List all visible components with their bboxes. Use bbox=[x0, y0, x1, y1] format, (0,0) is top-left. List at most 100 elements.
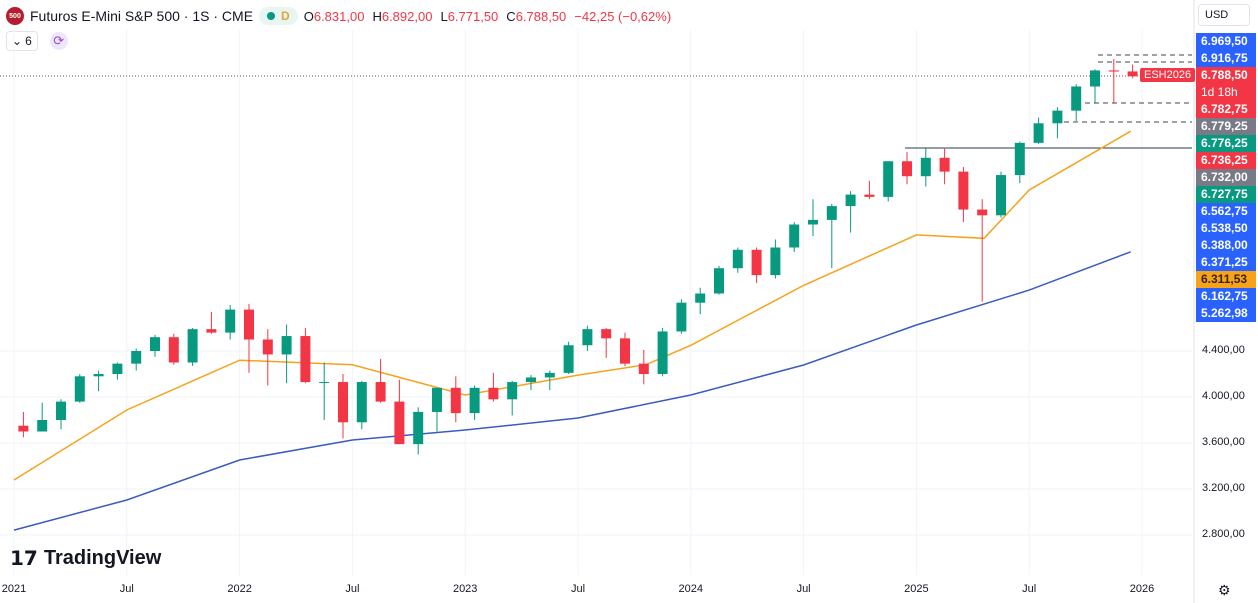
candle-body bbox=[770, 247, 781, 276]
indicators-toggle[interactable]: ⌄ 6 bbox=[6, 31, 38, 51]
candle-body bbox=[338, 382, 348, 423]
candle-body bbox=[1108, 70, 1119, 72]
candle-body bbox=[544, 372, 555, 378]
candle-body bbox=[620, 338, 630, 364]
time-axis-label: 2024 bbox=[678, 583, 704, 595]
price-label: 6.969,50 bbox=[1196, 33, 1256, 50]
candle-body bbox=[657, 331, 668, 374]
low-label: L bbox=[440, 8, 448, 24]
candle-body bbox=[751, 249, 762, 276]
price-label: 6.736,25 bbox=[1196, 152, 1256, 169]
time-axis-label: 2026 bbox=[1129, 583, 1155, 595]
refresh-icon[interactable]: ⟳ bbox=[49, 32, 68, 50]
price-label: 6.311,53 bbox=[1196, 271, 1256, 288]
time-axis-label: 2022 bbox=[227, 583, 252, 595]
candle-body bbox=[638, 363, 649, 374]
time-axis-label: Jul bbox=[796, 583, 811, 595]
price-label: 5.262,98 bbox=[1196, 305, 1256, 322]
candle-body bbox=[1090, 70, 1100, 87]
candle-body bbox=[826, 206, 837, 220]
time-axis-label: Jul bbox=[570, 583, 586, 595]
candle-body bbox=[281, 336, 292, 355]
candle-body bbox=[1071, 86, 1082, 111]
candle-body bbox=[319, 382, 330, 384]
low-value: 6.771,50 bbox=[447, 8, 499, 24]
high-value: 6.892,00 bbox=[381, 8, 433, 24]
candle-body bbox=[413, 411, 424, 445]
currency-selector[interactable]: USD bbox=[1198, 4, 1250, 26]
candle-body bbox=[732, 249, 743, 269]
symbol-logo: 500 bbox=[6, 7, 24, 25]
candle-body bbox=[469, 387, 480, 414]
candle-body bbox=[507, 382, 518, 400]
candle-body bbox=[526, 377, 536, 383]
time-axis-label: 2023 bbox=[452, 583, 478, 595]
price-axis-label: 2.800,00 bbox=[1202, 528, 1245, 540]
open-label: O bbox=[303, 8, 314, 24]
time-axis-label: Jul bbox=[119, 583, 134, 595]
bar-countdown: 1d 18h bbox=[1196, 84, 1256, 101]
close-value: 6.788,50 bbox=[515, 8, 567, 24]
candle-body bbox=[695, 293, 706, 303]
candle-body bbox=[939, 157, 950, 172]
chevron-down-icon: ⌄ bbox=[12, 34, 23, 48]
price-label: 6.538,50 bbox=[1196, 220, 1256, 237]
candle-body bbox=[1052, 110, 1063, 124]
price-label: 6.162,75 bbox=[1196, 288, 1256, 305]
price-label: 6.732,00 bbox=[1196, 169, 1256, 186]
time-axis-label: 2025 bbox=[904, 583, 929, 595]
interval-badge: D bbox=[281, 9, 290, 23]
price-axis-label: 3.200,00 bbox=[1202, 482, 1245, 494]
open-value: 6.831,00 bbox=[313, 8, 365, 24]
price-axis-label: 4.400,00 bbox=[1202, 344, 1245, 356]
candle-body bbox=[1127, 71, 1138, 77]
time-axis-label: Jul bbox=[1022, 583, 1037, 595]
symbol-header: 500 Futuros E-Mini S&P 500 · 1S · CME D … bbox=[6, 5, 671, 27]
candle-body bbox=[676, 302, 687, 332]
candle-body bbox=[74, 376, 85, 402]
candle-body bbox=[958, 171, 969, 210]
candle-body bbox=[920, 157, 931, 177]
settings-icon[interactable]: ⚙ bbox=[1218, 582, 1231, 598]
candle-body bbox=[883, 161, 894, 197]
time-axis-label: Jul bbox=[345, 583, 360, 595]
candle-body bbox=[1014, 142, 1025, 176]
change-value: −42,25 (−0,62%) bbox=[574, 8, 672, 24]
brand-name: TradingView bbox=[43, 547, 162, 569]
close-label: C bbox=[506, 8, 516, 24]
market-status[interactable]: D bbox=[259, 7, 298, 25]
indicator-count: 6 bbox=[25, 34, 32, 48]
market-open-icon bbox=[267, 12, 276, 20]
high-label: H bbox=[372, 8, 382, 24]
price-label: 6.562,75 bbox=[1196, 203, 1256, 220]
candle-body bbox=[112, 363, 123, 374]
candle-body bbox=[601, 329, 612, 339]
candle-body bbox=[845, 194, 856, 207]
price-label: 6.782,75 bbox=[1196, 101, 1256, 118]
price-label: 6.779,25 bbox=[1196, 118, 1256, 135]
tradingview-logo[interactable]: 𝟭𝟳 TradingView bbox=[10, 546, 161, 571]
ohlc-values: O6.831,00 H6.892,00 L6.771,50 C6.788,50 … bbox=[304, 9, 671, 24]
candle-body bbox=[300, 336, 311, 383]
candle-body bbox=[394, 401, 405, 445]
ma-slow-line bbox=[13, 251, 1131, 531]
price-axis-label: 3.600,00 bbox=[1202, 436, 1245, 448]
candle-body bbox=[244, 309, 254, 340]
price-label: 6.727,75 bbox=[1196, 186, 1256, 203]
candle-body bbox=[582, 329, 593, 346]
price-label: 6.388,00 bbox=[1196, 237, 1256, 254]
candle-body bbox=[356, 382, 367, 423]
symbol-title[interactable]: Futuros E-Mini S&P 500 · 1S · CME bbox=[30, 8, 254, 24]
symbol-tag: ESH2026 bbox=[1140, 68, 1196, 82]
price-axis-label: 4.000,00 bbox=[1202, 390, 1245, 402]
candle-body bbox=[789, 224, 800, 248]
candle-body bbox=[150, 337, 160, 351]
candle-body bbox=[488, 387, 499, 400]
candle-body bbox=[187, 329, 198, 363]
candle-body bbox=[563, 345, 574, 373]
candle-body bbox=[432, 387, 442, 412]
candle-body bbox=[18, 425, 29, 432]
candle-body bbox=[864, 194, 875, 197]
price-label: 6.788,50 bbox=[1196, 67, 1256, 84]
